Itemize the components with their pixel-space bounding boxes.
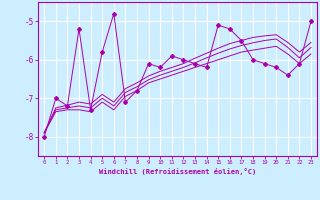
X-axis label: Windchill (Refroidissement éolien,°C): Windchill (Refroidissement éolien,°C) — [99, 168, 256, 175]
